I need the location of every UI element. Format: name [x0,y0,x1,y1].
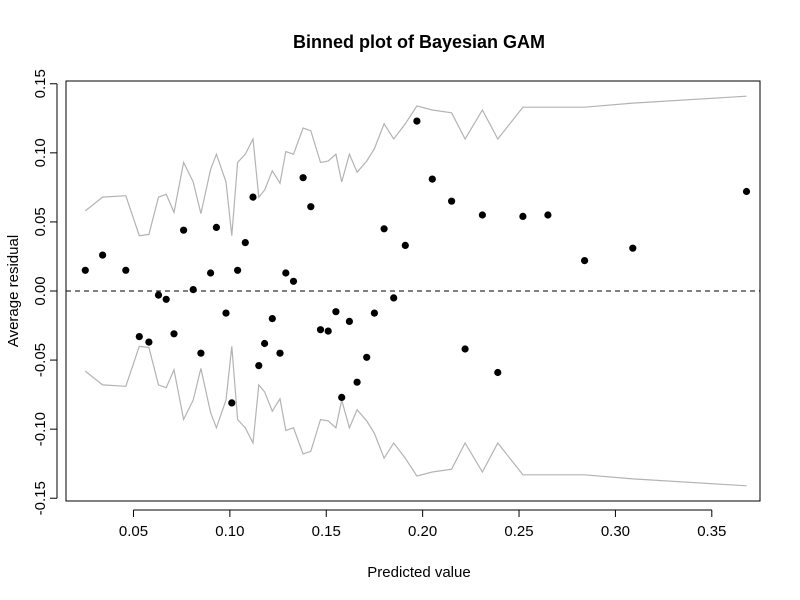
data-point [742,187,751,196]
data-point [207,269,215,277]
data-point [81,266,89,274]
data-point [154,291,163,299]
data-point [180,226,188,234]
y-tick-label: -0.05 [32,343,49,377]
data-point [413,117,421,125]
data-point [162,295,170,303]
data-point [581,257,589,265]
data-point [519,212,527,220]
data-point [428,175,436,183]
data-point [332,308,340,316]
data-point [261,339,269,348]
data-point [494,368,502,377]
data-point [222,309,230,317]
x-axis-label: Predicted value [367,564,470,581]
y-tick-label: -0.10 [32,412,49,446]
y-axis: -0.15 -0.10 -0.05 0.00 0.05 0.10 0.15 [32,69,58,515]
y-tick-label: 0.15 [32,69,49,98]
data-point [299,174,307,182]
y-tick-label: 0.10 [32,138,49,167]
x-tick-label: 0.30 [601,523,630,540]
data-point [370,309,378,317]
data-point [170,330,178,338]
y-tick-label: -0.15 [32,481,49,515]
data-point [212,223,220,231]
data-point [99,251,107,259]
data-point [629,244,637,252]
data-point [234,266,242,274]
x-axis: 0.05 0.10 0.15 0.20 0.25 0.30 0.35 [119,509,726,540]
data-point [276,349,284,357]
data-point [544,211,552,219]
y-tick-label: 0.05 [32,207,49,236]
data-point [478,211,486,219]
x-tick-label: 0.25 [504,523,533,540]
x-tick-label: 0.20 [408,523,437,540]
x-tick-label: 0.15 [312,523,341,540]
data-point [345,317,353,325]
band-lower-line [84,345,747,487]
data-point [448,197,456,205]
data-point [307,203,315,211]
data-point [289,277,298,285]
data-point [324,327,332,335]
data-point [363,353,371,361]
data-point [255,362,263,370]
data-point [228,399,236,407]
x-tick-label: 0.35 [697,523,726,540]
data-point [135,333,143,341]
data-point [316,326,325,334]
data-points [81,117,751,407]
data-point [197,349,205,357]
data-point [282,269,290,277]
data-point [249,193,257,201]
data-point [145,338,153,346]
data-point [380,225,388,233]
data-point [338,393,346,401]
x-tick-label: 0.10 [215,523,244,540]
y-axis-label: Average residual [5,235,22,347]
chart-title: Binned plot of Bayesian GAM [293,32,545,52]
data-point [390,294,398,302]
data-point [268,315,276,323]
confidence-band [84,95,747,487]
data-point [353,378,361,386]
data-point [461,345,469,353]
data-point [122,266,130,274]
x-tick-label: 0.05 [119,523,148,540]
data-point [241,239,249,247]
band-upper-line [84,95,747,237]
data-point [401,241,409,249]
data-point [189,286,197,294]
y-tick-label: 0.00 [32,276,49,305]
